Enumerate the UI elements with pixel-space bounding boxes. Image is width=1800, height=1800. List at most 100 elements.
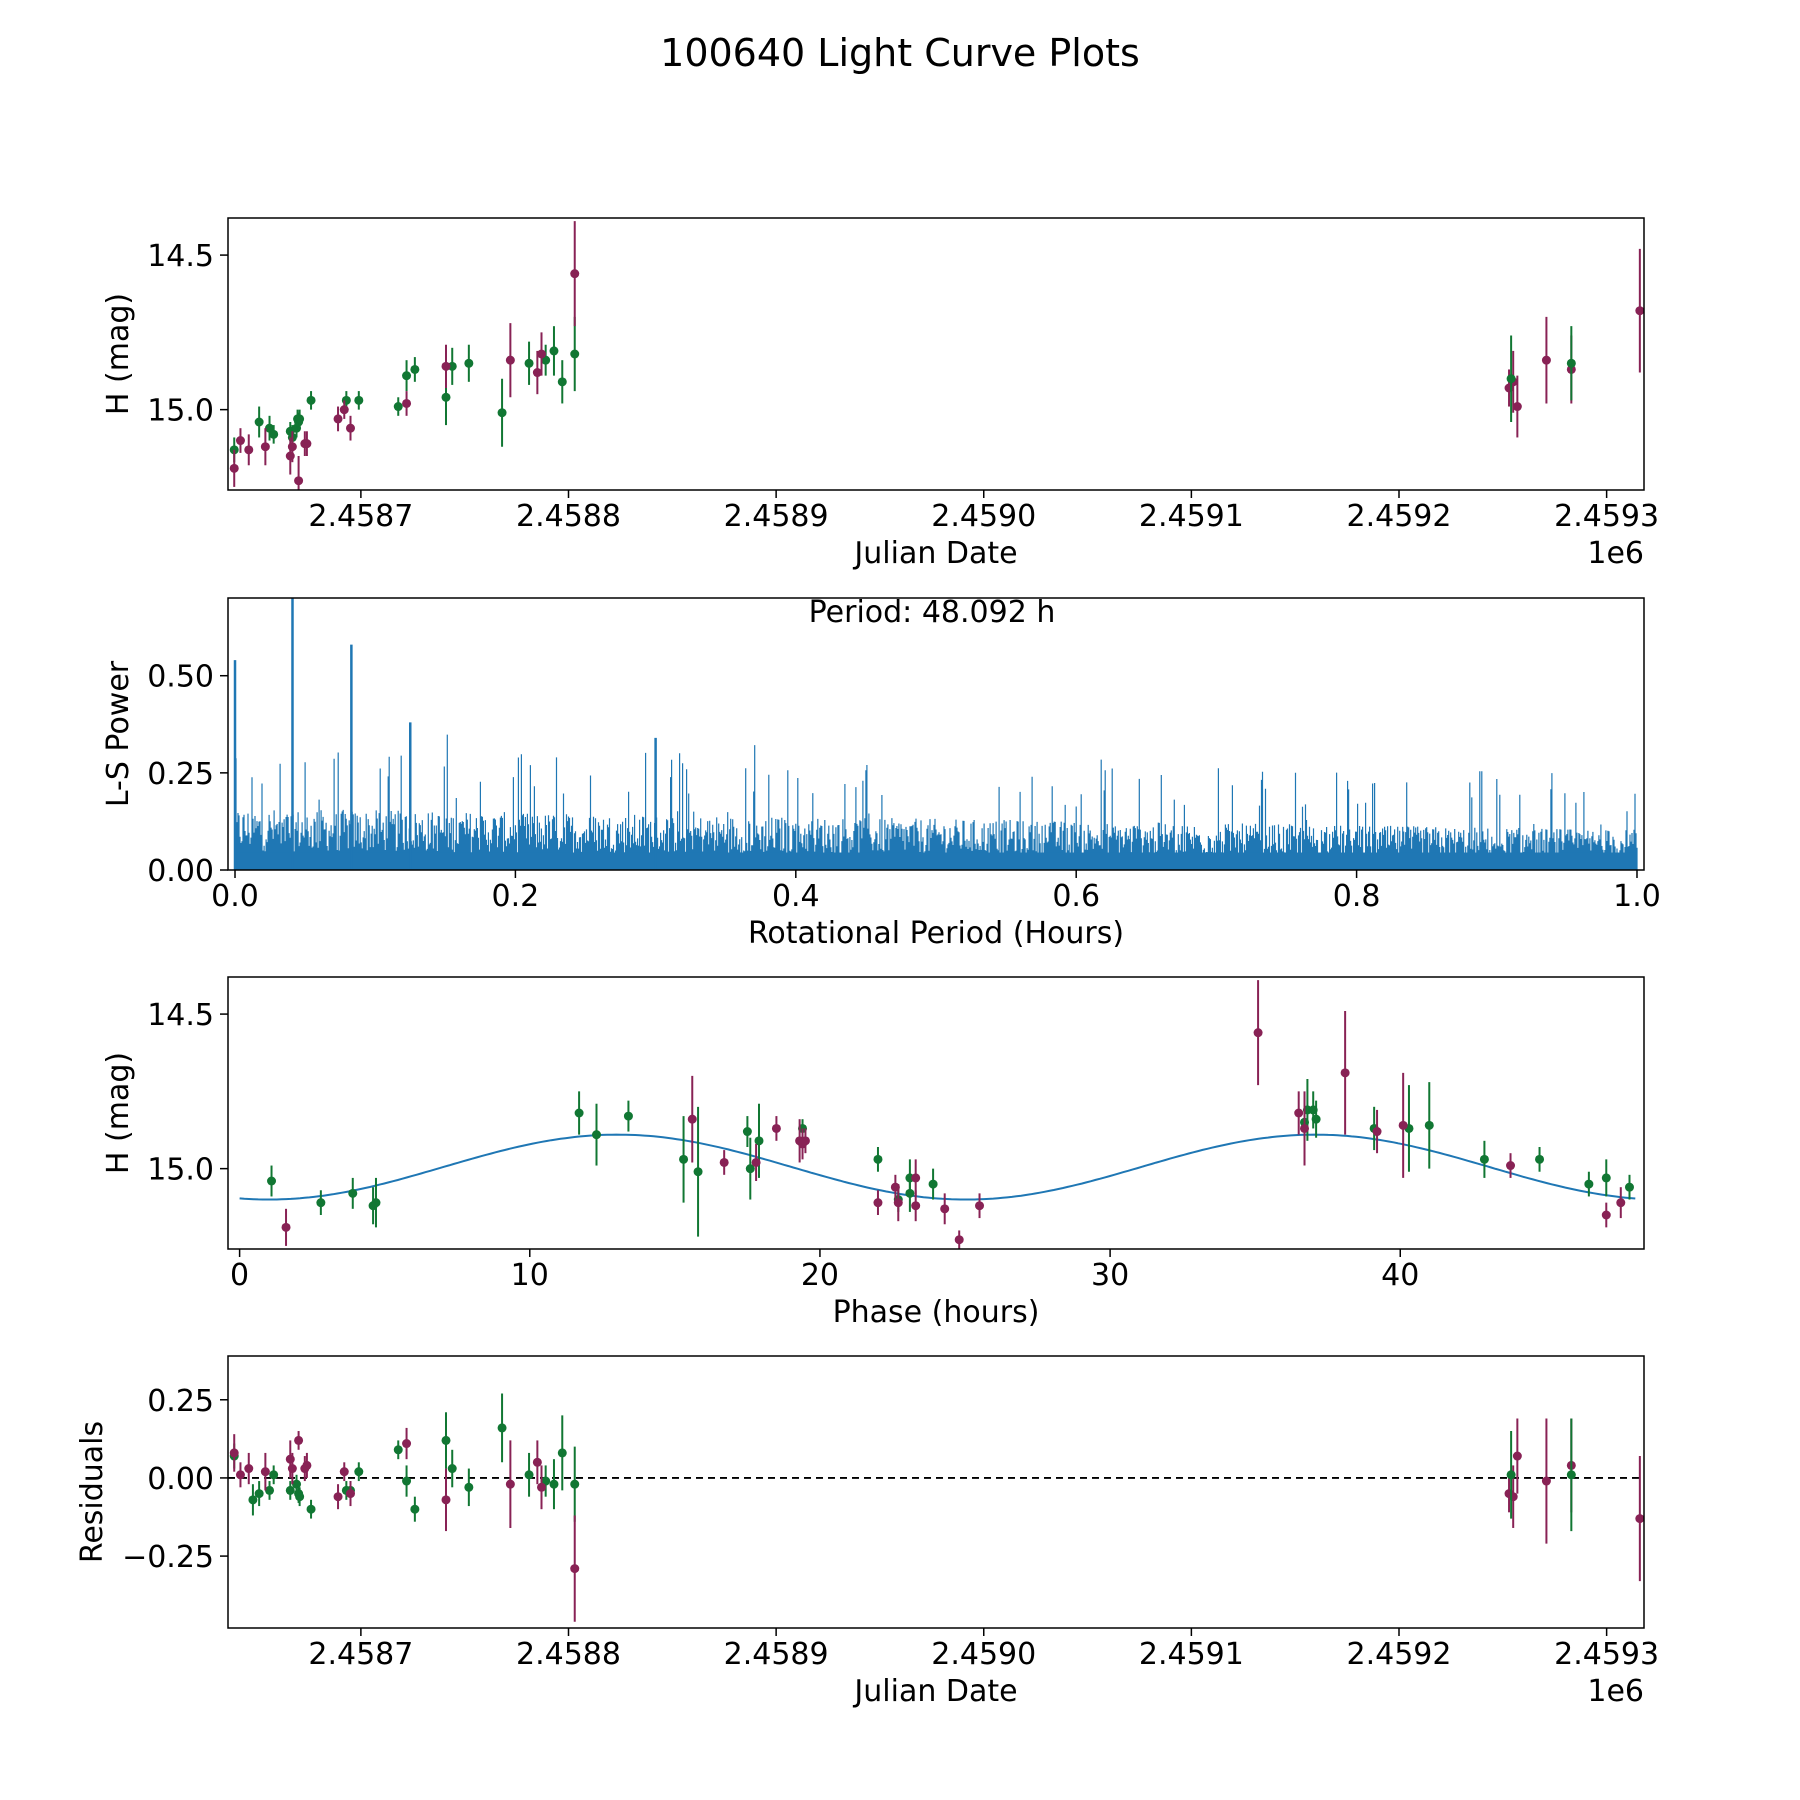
- data-point-g: [254, 1489, 264, 1499]
- data-point-o: [873, 1198, 883, 1208]
- x-axis-label: Julian Date: [852, 1674, 1017, 1709]
- data-point-g: [354, 1467, 364, 1477]
- data-point-o: [1372, 1127, 1382, 1137]
- data-point-g: [1624, 1182, 1634, 1192]
- data-point-g: [742, 1127, 752, 1137]
- axes-frame: [227, 976, 1645, 1250]
- data-point-o: [800, 1136, 810, 1146]
- axes-frame: [227, 1355, 1645, 1629]
- data-point-o: [235, 1470, 245, 1480]
- data-point-g: [1535, 1154, 1545, 1164]
- data-point-o: [505, 1479, 515, 1489]
- x-tick-label: 2.4591: [1139, 499, 1244, 534]
- x-tick-label: 2.4589: [724, 1637, 829, 1672]
- data-point-g: [295, 414, 305, 424]
- x-tick-label: 2.4593: [1554, 499, 1659, 534]
- data-point-g: [693, 1167, 703, 1177]
- data-point-o: [1512, 1451, 1522, 1461]
- data-point-o: [339, 1467, 349, 1477]
- y-tick-label: 15.0: [147, 1153, 214, 1188]
- power-spectrum-line: [234, 734, 1638, 870]
- data-point-g: [348, 1188, 358, 1198]
- data-point-g: [447, 361, 457, 371]
- data-point-g: [464, 1482, 474, 1492]
- data-point-o: [1294, 1108, 1304, 1118]
- data-point-o: [287, 1464, 297, 1474]
- axes-frame: [227, 217, 1645, 491]
- data-point-o: [281, 1222, 291, 1232]
- data-point-o: [345, 1489, 355, 1499]
- data-point-g: [574, 1108, 584, 1118]
- data-point-o: [345, 423, 355, 433]
- x-tick-label: 0: [230, 1258, 249, 1293]
- data-point-g: [524, 358, 534, 368]
- x-tick-label: 30: [1091, 1258, 1129, 1293]
- x-tick-label: 2.4587: [308, 1637, 413, 1672]
- data-point-g: [928, 1179, 938, 1189]
- data-point-g: [557, 1448, 567, 1458]
- data-point-g: [1311, 1114, 1321, 1124]
- power-spectrum-fill: [235, 852, 1637, 870]
- data-point-g: [745, 1164, 755, 1174]
- data-point-o: [570, 1564, 580, 1574]
- data-point-g: [441, 392, 451, 402]
- x-tick-label: 0.4: [772, 879, 820, 914]
- data-point-o: [229, 463, 239, 473]
- y-tick-label: 0.00: [147, 854, 214, 889]
- data-point-g: [497, 408, 507, 418]
- data-point-g: [1506, 374, 1516, 384]
- data-point-g: [1424, 1120, 1434, 1130]
- data-point-o: [893, 1198, 903, 1208]
- data-point-g: [254, 417, 264, 427]
- data-point-o: [940, 1204, 950, 1214]
- data-point-g: [393, 402, 403, 412]
- data-point-o: [285, 1454, 295, 1464]
- x-tick-label: 40: [1381, 1258, 1419, 1293]
- data-point-o: [1398, 1120, 1408, 1130]
- data-point-o: [911, 1201, 921, 1211]
- y-tick-label: 0.50: [147, 660, 214, 695]
- y-axis-label: L-S Power: [101, 660, 136, 807]
- data-point-g: [316, 1198, 326, 1208]
- data-point-o: [244, 445, 254, 455]
- y-axis-label: H (mag): [101, 1052, 136, 1174]
- data-point-o: [771, 1123, 781, 1133]
- data-point-o: [1512, 402, 1522, 412]
- data-point-o: [1541, 1476, 1551, 1486]
- model-curve: [239, 1133, 1636, 1201]
- data-point-o: [1635, 306, 1644, 316]
- data-point-o: [1508, 1492, 1518, 1502]
- x-tick-label: 2.4588: [516, 499, 621, 534]
- data-point-o: [285, 451, 295, 461]
- data-point-o: [235, 436, 245, 446]
- data-point-o: [911, 1173, 921, 1183]
- data-point-g: [1584, 1179, 1594, 1189]
- periodogram: [233, 598, 1638, 870]
- data-points: [229, 221, 1644, 490]
- data-point-o: [1616, 1198, 1626, 1208]
- x-tick-label: 2.4588: [516, 1637, 621, 1672]
- data-point-g: [557, 377, 567, 387]
- data-point-o: [751, 1157, 761, 1167]
- data-point-g: [410, 1504, 420, 1514]
- figure-title: 100640 Light Curve Plots: [660, 31, 1140, 75]
- panel-2-axes: 0.0 0.2 0.4 0.6 0.8 1.0 0.00 0.25 0.50 Rotational…: [101, 660, 1661, 951]
- data-point-o: [302, 1460, 312, 1470]
- data-point-g: [549, 1479, 559, 1489]
- data-point-g: [1566, 358, 1576, 368]
- x-axis-label: Phase (hours): [833, 1295, 1040, 1330]
- data-point-g: [267, 1176, 277, 1186]
- data-point-g: [295, 1492, 305, 1502]
- data-point-o: [294, 476, 304, 486]
- x-tick-label: 2.4590: [931, 1637, 1036, 1672]
- data-point-o: [505, 355, 515, 365]
- data-point-o: [260, 442, 270, 452]
- data-point-o: [1601, 1210, 1611, 1220]
- data-point-o: [537, 1482, 547, 1492]
- data-point-g: [441, 1435, 451, 1445]
- x-tick-label: 2.4593: [1554, 1637, 1659, 1672]
- x-tick-label: 2.4590: [931, 499, 1036, 534]
- data-point-g: [679, 1154, 689, 1164]
- data-point-o: [302, 439, 312, 449]
